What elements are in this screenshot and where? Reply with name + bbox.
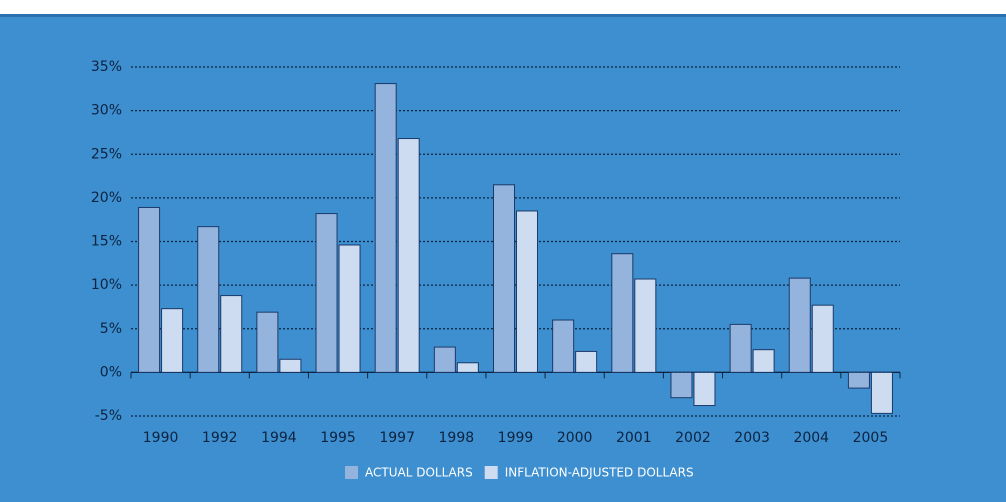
bar bbox=[870, 371, 893, 414]
bar bbox=[729, 323, 752, 373]
legend-label: ACTUAL DOLLARS bbox=[365, 466, 473, 480]
bar bbox=[197, 226, 220, 373]
y-tick-label: 15% bbox=[91, 234, 122, 250]
y-tick-label: 5% bbox=[100, 321, 122, 337]
bar bbox=[279, 358, 302, 373]
x-tick-label: 2000 bbox=[557, 430, 593, 446]
bar bbox=[374, 83, 397, 373]
y-tick-label: -5% bbox=[95, 408, 122, 424]
bar bbox=[811, 304, 834, 373]
legend-label: INFLATION-ADJUSTED DOLLARS bbox=[505, 466, 694, 480]
header-rule bbox=[0, 14, 1006, 17]
bar bbox=[611, 253, 634, 373]
y-tick-label: 20% bbox=[91, 190, 122, 206]
y-tick-label: 0% bbox=[100, 364, 122, 380]
bar bbox=[847, 371, 870, 389]
bar bbox=[220, 295, 243, 373]
y-tick-label: 25% bbox=[91, 146, 122, 162]
bar bbox=[338, 244, 361, 373]
bar bbox=[788, 277, 811, 373]
bar bbox=[634, 278, 657, 373]
bar bbox=[456, 362, 479, 373]
x-tick-label: 1997 bbox=[379, 430, 415, 446]
x-tick-label: 1998 bbox=[439, 430, 475, 446]
x-tick-label: 1995 bbox=[320, 430, 356, 446]
x-tick-label: 1994 bbox=[261, 430, 297, 446]
bar bbox=[552, 319, 575, 373]
bar bbox=[752, 349, 775, 373]
header-strip bbox=[0, 0, 1006, 14]
y-tick-label: 30% bbox=[91, 103, 122, 119]
y-tick-label: 10% bbox=[91, 277, 122, 293]
legend-swatch bbox=[345, 466, 358, 479]
bar bbox=[493, 184, 515, 373]
y-tick-label: 35% bbox=[91, 59, 122, 75]
x-tick-label: 2001 bbox=[616, 430, 652, 446]
bar bbox=[670, 371, 693, 399]
x-tick-label: 2003 bbox=[734, 430, 770, 446]
bar bbox=[397, 138, 420, 373]
x-tick-label: 1992 bbox=[202, 430, 238, 446]
bar bbox=[516, 210, 538, 373]
bar bbox=[256, 311, 279, 373]
x-tick-label: 1990 bbox=[143, 430, 179, 446]
x-tick-label: 2005 bbox=[853, 430, 889, 446]
bar bbox=[161, 308, 184, 373]
x-tick-label: 1999 bbox=[498, 430, 534, 446]
bar bbox=[315, 213, 338, 373]
bar bbox=[138, 206, 161, 373]
x-tick-label: 2004 bbox=[793, 430, 829, 446]
legend-swatch bbox=[484, 466, 498, 479]
x-tick-label: 2002 bbox=[675, 430, 711, 446]
bar bbox=[693, 371, 716, 407]
bar bbox=[575, 350, 598, 373]
bar bbox=[433, 346, 456, 373]
